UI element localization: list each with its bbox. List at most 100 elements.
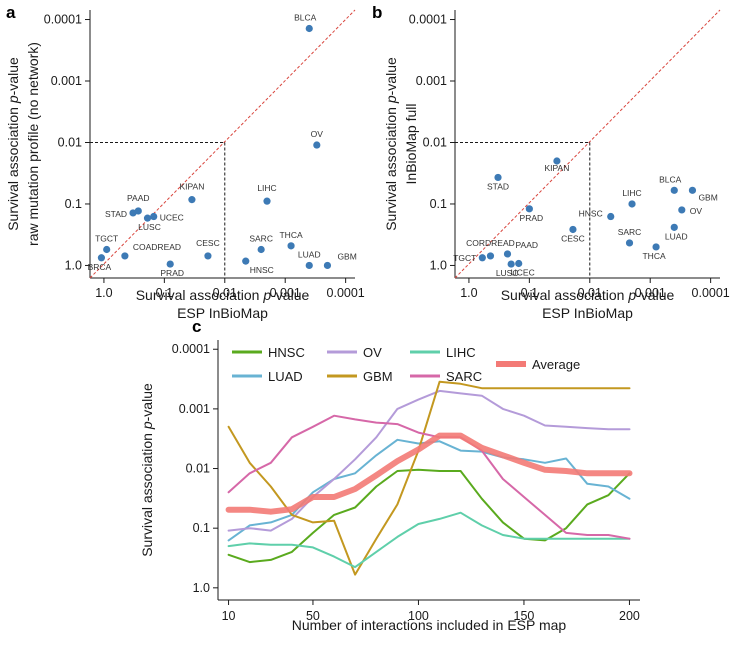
legend-label-hnsc: HNSC	[268, 345, 305, 360]
point-label-kipan: KIPAN	[544, 163, 569, 173]
y-axis-label-line-2: raw mutation profile (no network)	[25, 42, 41, 246]
legend-label-ov: OV	[363, 345, 382, 360]
x-tick-label: 0.001	[635, 286, 666, 300]
y-tick-label: 0.01	[423, 135, 447, 149]
y-tick-label: 0.1	[193, 521, 210, 535]
point-label-sarc: SARC	[618, 227, 642, 237]
point-label-paad: PAAD	[515, 240, 538, 250]
point-label-ucec: UCEC	[511, 268, 535, 278]
x-tick-label: 1.0	[460, 286, 477, 300]
data-point-brca	[97, 254, 106, 262]
y-tick-label: 0.1	[430, 197, 447, 211]
x-axis-label-line-1: Survival association p-value	[501, 287, 675, 303]
point-label-brca: BRCA	[88, 262, 112, 272]
y-tick-label: 0.0001	[172, 342, 210, 356]
data-point-thca	[287, 242, 295, 250]
point-label-ov: OV	[311, 129, 324, 139]
point-label-cordread: CORDREAD	[466, 238, 515, 248]
point-label-tgct: TGCT	[453, 253, 476, 263]
point-label-lihc: LIHC	[622, 188, 641, 198]
x-axis-label-line-2: ESP InBioMap	[542, 305, 633, 321]
point-label-lihc: LIHC	[257, 183, 276, 193]
legend-label-luad: LUAD	[268, 369, 303, 384]
point-label-tgct: TGCT	[95, 233, 118, 243]
x-tick-label: 100	[408, 609, 429, 623]
y-axis-label-line-1: Survival association p-value	[5, 57, 21, 231]
point-label-ov: OV	[690, 206, 703, 216]
data-point-blca	[670, 186, 678, 194]
x-tick-label: 1.0	[95, 286, 112, 300]
legend-label-sarc: SARC	[446, 369, 482, 384]
data-point-coadread	[121, 252, 129, 260]
data-point-ov	[678, 206, 686, 214]
y-tick-label: 0.01	[186, 462, 210, 476]
data-point-gbm	[323, 261, 332, 270]
point-label-hnsc: HNSC	[579, 209, 603, 219]
point-label-gbm: GBM	[698, 192, 717, 202]
y-tick-label: 0.001	[51, 74, 82, 88]
data-point-luad	[670, 223, 678, 231]
y-tick-label: 0.0001	[409, 13, 447, 27]
data-point-prad	[525, 205, 533, 213]
data-point-hnsc	[242, 257, 250, 265]
data-point-sarc	[625, 239, 634, 247]
data-point-lusc	[507, 260, 515, 268]
x-tick-label: 0.01	[213, 286, 237, 300]
diagonal-reference-line	[454, 9, 721, 279]
y-tick-label: 1.0	[193, 581, 210, 595]
series-line-gbm	[227, 380, 631, 576]
point-label-prad: PRAD	[520, 213, 544, 223]
data-point-stad	[494, 173, 502, 182]
x-axis-label-line-1: Survival association p-value	[136, 287, 310, 303]
scatter-chart-a: 1.0 0.1 0.01 0.001 0.0001 1.0 0.1 0.01 0.001 0.00…	[5, 9, 365, 321]
data-point-lihc	[628, 200, 636, 208]
legend-label-gbm: GBM	[363, 369, 393, 384]
y-axis-label-line-1: Survival association p-value	[383, 57, 399, 231]
y-tick-label: 1.0	[65, 258, 82, 272]
data-point-ov	[313, 141, 321, 149]
point-label-coadread: COADREAD	[133, 242, 181, 252]
x-tick-label: 50	[306, 609, 320, 623]
data-point-stad	[129, 209, 137, 217]
x-tick-label: 0.0001	[692, 286, 730, 300]
point-label-kipan: KIPAN	[179, 182, 204, 192]
data-point-ucec	[515, 259, 523, 268]
x-tick-label: 0.01	[578, 286, 602, 300]
point-label-hnsc: HNSC	[250, 265, 274, 275]
data-point-tgct	[103, 245, 111, 254]
data-point-cordread	[486, 252, 495, 260]
y-tick-label: 0.01	[58, 135, 82, 149]
point-label-paad: PAAD	[127, 193, 150, 203]
point-label-ucec: UCEC	[160, 213, 184, 223]
point-label-thca: THCA	[642, 251, 665, 261]
data-point-tgct	[478, 254, 486, 262]
data-point-prad	[166, 260, 174, 268]
y-axis-label: Survival association p-value	[139, 383, 155, 557]
data-point-kipan	[188, 196, 196, 204]
x-tick-label: 200	[619, 609, 640, 623]
data-point-hnsc	[607, 212, 615, 221]
data-point-paad	[503, 250, 512, 258]
y-tick-label: 0.001	[179, 402, 210, 416]
point-label-lusc: LUSC	[138, 222, 161, 232]
series-line-lihc	[227, 511, 631, 569]
data-point-cesc	[204, 252, 212, 260]
data-point-lusc	[143, 214, 152, 222]
x-tick-label: 150	[514, 609, 535, 623]
panel-letter-b: b	[372, 3, 382, 22]
diagonal-reference-line	[89, 9, 356, 279]
legend-label-lihc: LIHC	[446, 345, 476, 360]
point-label-luad: LUAD	[665, 231, 688, 241]
point-label-sarc: SARC	[249, 233, 273, 243]
data-point-sarc	[257, 245, 265, 254]
series-line-average	[225, 432, 633, 515]
legend-label-average: Average	[532, 357, 580, 372]
x-axis-label-line-2: ESP InBioMap	[177, 305, 268, 321]
line-chart-c: 10 50 100 150 200 1.0 0.1 0.01 0.001 0.0001 HNSC LU…	[139, 340, 640, 633]
x-axis-label: Number of interactions included in ESP m…	[292, 617, 567, 633]
data-point-ucec	[150, 212, 158, 221]
y-tick-label: 0.001	[416, 74, 447, 88]
point-label-gbm: GBM	[337, 251, 356, 261]
data-point-blca	[305, 24, 313, 33]
